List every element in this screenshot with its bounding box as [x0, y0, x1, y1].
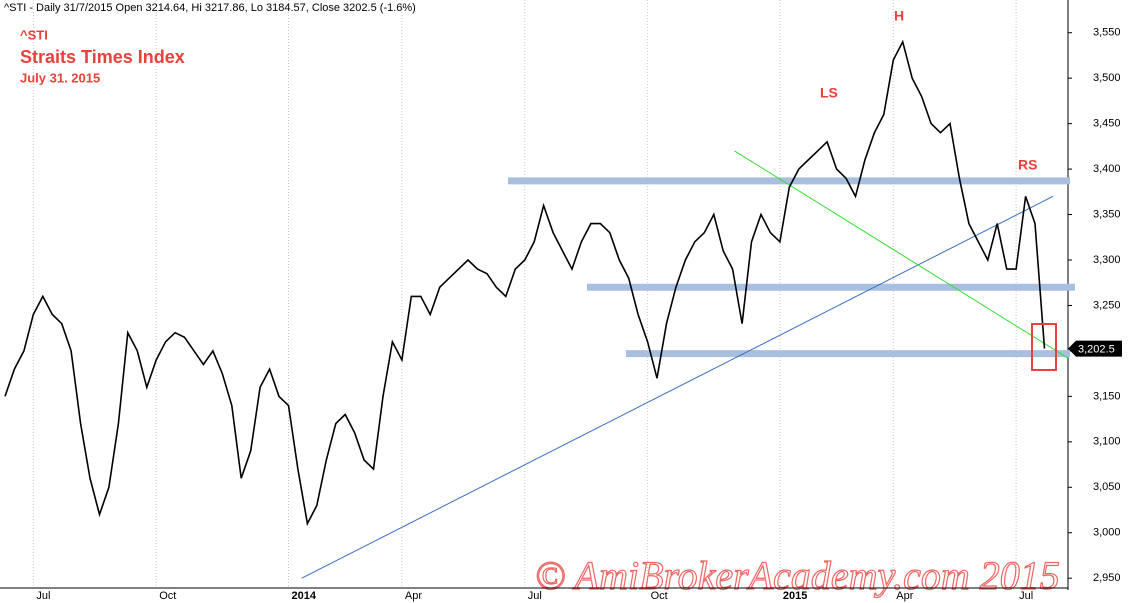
y-tick-label: 2,950	[1093, 572, 1121, 584]
y-tick-label: 3,100	[1093, 436, 1121, 448]
x-tick-label: 2014	[292, 590, 317, 602]
chart-header: ^STI - Daily 31/7/2015 Open 3214.64, Hi …	[4, 2, 416, 14]
x-tick-label: Jul	[528, 590, 542, 602]
symbol: ^STI	[20, 27, 48, 42]
y-tick-label: 3,450	[1093, 118, 1121, 130]
y-tick-label: 3,550	[1093, 27, 1121, 39]
y-tick-label: 3,050	[1093, 481, 1121, 493]
x-tick-label: Apr	[405, 590, 422, 602]
price-line	[4, 39, 1046, 527]
price-tag-label: 3,202.5	[1078, 344, 1115, 356]
chart-subtitle: July 31. 2015	[20, 70, 100, 85]
x-tick-label: 2015	[783, 590, 807, 602]
y-tick-label: 3,250	[1093, 299, 1121, 311]
highlight-box	[1031, 323, 1057, 371]
x-tick-label: Oct	[159, 590, 176, 602]
y-tick-label: 3,150	[1093, 390, 1121, 402]
y-tick-label: 3,000	[1093, 527, 1121, 539]
annotation: RS	[1018, 157, 1037, 173]
price-tag	[1068, 340, 1122, 357]
y-tick-label: 3,350	[1093, 208, 1121, 220]
annotation: LS	[820, 85, 838, 101]
watermark: © AmiBrokerAcademy.com 2015	[535, 553, 1060, 598]
y-tick-label: 3,400	[1093, 163, 1121, 175]
x-tick-label: Jul	[36, 590, 50, 602]
annotation: H	[894, 8, 904, 24]
chart-title: Straits Times Index	[20, 47, 185, 67]
x-tick-label: Oct	[651, 590, 668, 602]
x-tick-label: Jul	[1019, 590, 1033, 602]
x-tick-label: Apr	[896, 590, 913, 602]
y-tick-label: 3,300	[1093, 254, 1121, 266]
trendline	[301, 195, 1054, 579]
y-tick-label: 3,500	[1093, 72, 1121, 84]
